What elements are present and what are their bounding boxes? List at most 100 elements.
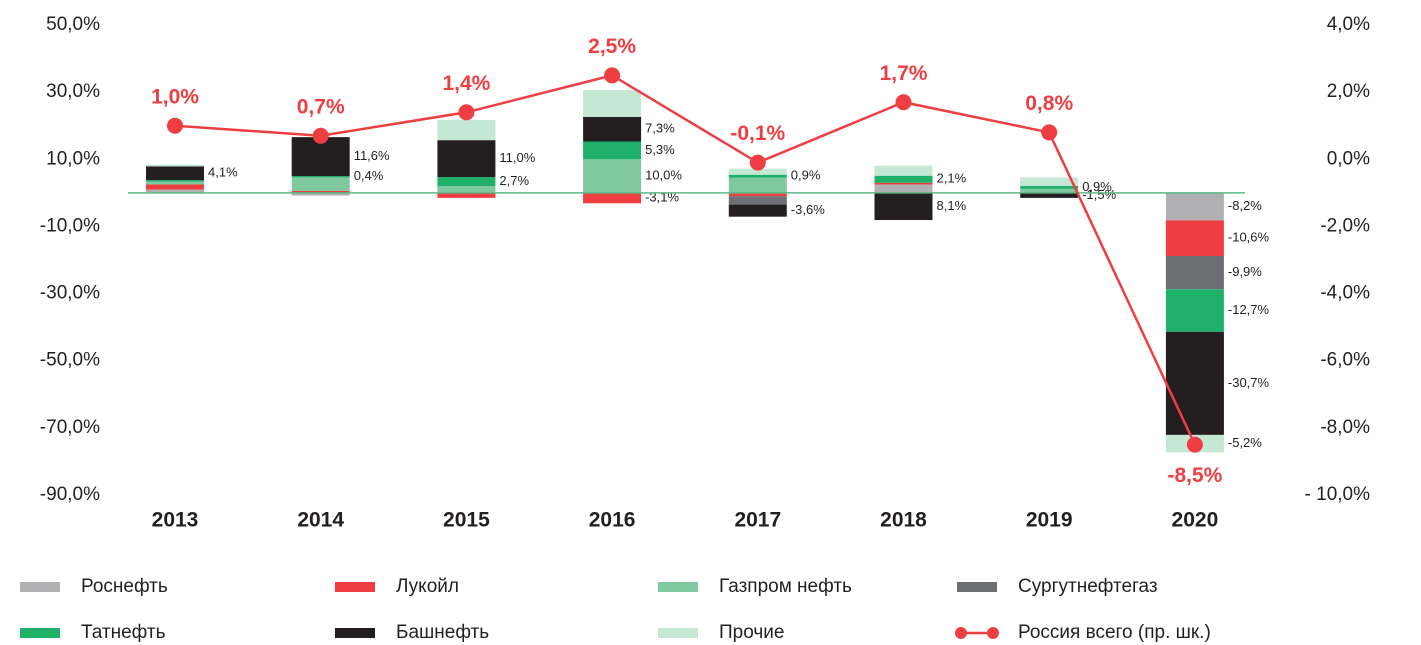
- bar-segment: [291, 192, 350, 196]
- legend-label: Россия всего (пр. шк.): [1018, 622, 1211, 643]
- x-tick-label: 2016: [589, 509, 636, 532]
- y2-tick-label: 0,0%: [1327, 148, 1370, 169]
- bar-segment: [1165, 192, 1224, 221]
- line-point: [312, 127, 329, 144]
- data-label: 7,3%: [645, 121, 675, 136]
- bar-segment: [437, 186, 496, 193]
- bar-segment: [583, 116, 642, 142]
- legend-label: Роснефть: [81, 576, 168, 597]
- bar-segment: [728, 196, 787, 205]
- bar-segment: [583, 90, 642, 117]
- bar-segment: [728, 192, 787, 197]
- y-tick-label: 10,0%: [46, 148, 100, 169]
- data-label: -9,9%: [1228, 264, 1262, 279]
- y-tick-label: -10,0%: [40, 215, 100, 236]
- x-tick-label: 2019: [1026, 509, 1073, 532]
- line-label: 2,5%: [588, 35, 636, 58]
- line-point: [895, 94, 912, 111]
- data-label: -10,6%: [1228, 230, 1270, 245]
- bar-segment: [146, 189, 204, 193]
- bar-segment: [874, 165, 933, 176]
- line: [174, 74, 1197, 446]
- bar-segment: [1020, 188, 1079, 193]
- bar-segment: [728, 204, 787, 217]
- y-tick-label: -70,0%: [40, 417, 100, 438]
- line-point: [1041, 124, 1058, 141]
- x-tick-label: 2014: [297, 509, 344, 532]
- bar-segment: [728, 177, 787, 193]
- line-label: 0,7%: [297, 95, 345, 118]
- line-point: [458, 104, 475, 121]
- data-label: 0,4%: [354, 168, 384, 183]
- bar-segment: [1020, 192, 1079, 198]
- legend-dot: [987, 627, 999, 639]
- legend-swatch: [957, 582, 997, 592]
- x-tick-label: 2018: [880, 509, 927, 532]
- bar-segment: [146, 184, 204, 190]
- y-tick-label: -50,0%: [40, 350, 100, 371]
- y2-tick-label: 4,0%: [1327, 14, 1370, 35]
- bar-segment: [1020, 185, 1079, 189]
- bar-segment: [146, 180, 204, 182]
- legend-label: Татнефть: [81, 622, 166, 643]
- line-label: 1,4%: [442, 72, 490, 95]
- bar-segment: [437, 177, 496, 187]
- data-label: 11,6%: [354, 148, 390, 163]
- bar-segment: [874, 184, 933, 193]
- data-label: 4,1%: [208, 165, 238, 180]
- data-label: -3,6%: [791, 202, 825, 217]
- bar-segment: [146, 181, 204, 185]
- bar-segment: [728, 174, 787, 178]
- bar-segment: [1165, 289, 1224, 332]
- data-label: 0,9%: [1082, 179, 1112, 194]
- bar-segment: [1165, 331, 1224, 435]
- legend-swatch: [20, 628, 60, 638]
- bar-segment: [874, 192, 933, 221]
- y-tick-label: 30,0%: [46, 81, 100, 102]
- legend-swatch: [335, 582, 375, 592]
- line-label: -0,1%: [730, 122, 785, 145]
- data-label: -1,5%: [1082, 187, 1116, 202]
- line-label: 1,0%: [151, 85, 199, 108]
- y-tick-label: -30,0%: [40, 283, 100, 304]
- bar-segment: [583, 192, 642, 204]
- legend-swatch: [658, 628, 698, 638]
- y2-tick-label: -6,0%: [1320, 350, 1370, 371]
- bar-segment: [583, 159, 642, 193]
- line-point: [167, 117, 183, 134]
- bar-segment: [1165, 255, 1224, 290]
- bar-segment: [1165, 220, 1224, 256]
- bar-segment: [291, 190, 350, 193]
- line-point: [604, 67, 621, 84]
- line-label: 0,8%: [1025, 92, 1073, 115]
- data-label: -12,7%: [1228, 302, 1270, 317]
- data-label: -5,2%: [1228, 435, 1262, 450]
- line-label: -8,5%: [1167, 464, 1222, 487]
- data-label: -30,7%: [1228, 375, 1270, 390]
- y-tick-label: -90,0%: [40, 484, 100, 505]
- legend-swatch: [658, 582, 698, 592]
- y2-tick-label: - 10,0%: [1305, 484, 1371, 505]
- y2-tick-label: -8,0%: [1320, 417, 1370, 438]
- legend-label: Лукойл: [396, 576, 459, 597]
- y2-tick-label: 2,0%: [1327, 81, 1370, 102]
- x-tick-label: 2020: [1172, 509, 1219, 532]
- bar-segment: [874, 182, 933, 185]
- data-label: 2,7%: [499, 173, 529, 188]
- legend-swatch: [335, 628, 375, 638]
- data-label: 8,1%: [937, 198, 967, 213]
- bar-segment: [291, 176, 350, 178]
- data-label: 0,9%: [791, 168, 821, 183]
- bar-segment: [728, 168, 787, 175]
- bar-segment: [291, 177, 350, 191]
- legend-label: Газпром нефть: [719, 576, 852, 597]
- bar-segment: [146, 166, 204, 181]
- data-label: 11,0%: [499, 150, 535, 165]
- y2-tick-label: -2,0%: [1320, 215, 1370, 236]
- data-label: 5,3%: [645, 142, 675, 157]
- legend-label: Сургутнефтегаз: [1018, 576, 1158, 597]
- y-tick-label: 50,0%: [46, 14, 100, 35]
- bar-segment: [437, 140, 496, 178]
